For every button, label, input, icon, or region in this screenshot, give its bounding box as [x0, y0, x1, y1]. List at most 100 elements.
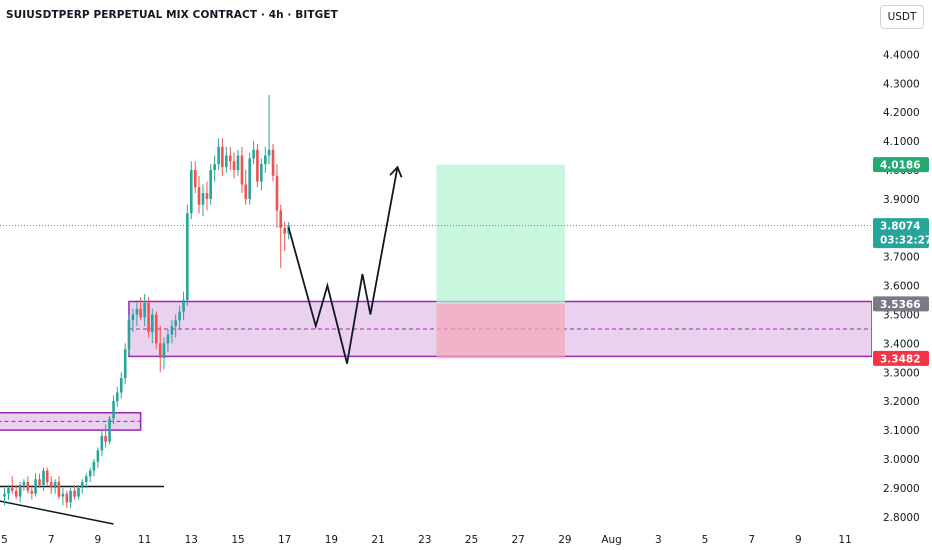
candle-body[interactable]	[178, 311, 181, 321]
candle-body[interactable]	[256, 149, 259, 182]
candle-body[interactable]	[49, 482, 53, 488]
candle-body[interactable]	[69, 490, 72, 503]
candle-body[interactable]	[236, 155, 240, 170]
candle-body[interactable]	[18, 485, 22, 497]
candle-body[interactable]	[186, 213, 189, 301]
candle-body[interactable]	[26, 482, 30, 491]
candle-body[interactable]	[61, 493, 65, 497]
candle-body[interactable]	[217, 146, 220, 165]
candle-body[interactable]	[3, 493, 6, 497]
time-tick-label: 9	[95, 534, 102, 546]
candle-body[interactable]	[190, 170, 193, 214]
candle-body[interactable]	[197, 187, 201, 205]
candle-body[interactable]	[112, 401, 115, 419]
candle-body[interactable]	[88, 470, 92, 477]
price-tick-label: 3.0000	[883, 454, 920, 466]
candle-body[interactable]	[182, 300, 185, 312]
candle-body[interactable]	[115, 392, 119, 402]
candle-body[interactable]	[127, 320, 131, 350]
candle-body[interactable]	[170, 326, 174, 335]
price-tick-label: 3.3000	[883, 367, 920, 379]
price-tick-label: 2.9000	[883, 483, 920, 495]
time-tick-label: 23	[418, 534, 431, 546]
candle-body[interactable]	[34, 479, 37, 494]
candle-body[interactable]	[80, 482, 84, 488]
time-tick-label: 15	[231, 534, 244, 546]
candle-body[interactable]	[92, 461, 96, 471]
candle-body[interactable]	[22, 482, 26, 486]
time-tick-label: 3	[655, 534, 662, 546]
projection-path[interactable]	[287, 166, 399, 364]
candle-body[interactable]	[143, 302, 146, 318]
take-profit-zone[interactable]	[436, 164, 565, 304]
candle-body[interactable]	[65, 493, 69, 503]
candle-body[interactable]	[53, 482, 57, 488]
candle-body[interactable]	[209, 170, 212, 199]
current-price-tag: 3.8074	[880, 221, 921, 233]
candle-body[interactable]	[193, 170, 197, 188]
candle-body[interactable]	[201, 193, 205, 205]
candle-body[interactable]	[221, 146, 224, 168]
candle-body[interactable]	[264, 155, 267, 165]
candle-body[interactable]	[147, 302, 150, 332]
candle-body[interactable]	[267, 149, 271, 156]
stop-loss-zone[interactable]	[436, 303, 565, 359]
plot-area[interactable]	[0, 94, 872, 525]
candle-body[interactable]	[123, 349, 127, 379]
price-tick-label: 3.7000	[883, 252, 920, 264]
candle-body[interactable]	[244, 184, 248, 199]
candle-body[interactable]	[225, 155, 228, 168]
candle-body[interactable]	[14, 490, 18, 497]
candle-body[interactable]	[139, 308, 142, 318]
candle-body[interactable]	[260, 164, 263, 182]
candle-body[interactable]	[154, 314, 158, 344]
candle-body[interactable]	[57, 482, 61, 497]
candle-body[interactable]	[232, 161, 236, 170]
candle-body[interactable]	[271, 149, 275, 176]
symbol-title: SUIUSDTPERP PERPETUAL MIX CONTRACT · 4h …	[6, 9, 338, 21]
candle-body[interactable]	[174, 320, 177, 327]
price-tick-label: 4.1000	[883, 136, 920, 148]
trendline-line[interactable]	[0, 488, 114, 525]
candle-body[interactable]	[166, 334, 170, 344]
candle-body[interactable]	[252, 149, 255, 159]
candle-body[interactable]	[213, 164, 216, 170]
candle-body[interactable]	[119, 378, 123, 393]
candle-body[interactable]	[38, 479, 41, 486]
candle-body[interactable]	[158, 343, 162, 358]
currency-button[interactable]: USDT	[880, 5, 924, 29]
candle-body[interactable]	[84, 476, 88, 483]
candle-body[interactable]	[10, 487, 14, 491]
candle-body[interactable]	[162, 343, 166, 358]
candle-body[interactable]	[42, 470, 45, 486]
candle-body[interactable]	[108, 418, 111, 442]
candle-body[interactable]	[151, 314, 154, 332]
candle-body[interactable]	[131, 314, 135, 321]
candle-body[interactable]	[205, 193, 209, 199]
entry-price-tag-bg	[873, 296, 929, 312]
candle-body[interactable]	[279, 210, 283, 228]
price-tick-label: 4.4000	[883, 49, 920, 61]
candle-body[interactable]	[240, 155, 244, 185]
candle-body[interactable]	[30, 490, 34, 494]
candle-body[interactable]	[7, 487, 10, 494]
time-tick-label: 11	[838, 534, 851, 546]
time-axis[interactable]: 5 7 9 11 13 15 17 19 21 23 25 27 29 Aug 3 5 7 9 11	[1, 534, 852, 546]
candle-body[interactable]	[77, 487, 80, 497]
time-tick-label: 21	[371, 534, 384, 546]
time-tick-label: 11	[138, 534, 151, 546]
candle-body[interactable]	[96, 450, 100, 462]
candle-body[interactable]	[275, 175, 279, 211]
take-profit-tag: 4.0186	[880, 160, 921, 172]
candle-body[interactable]	[45, 470, 49, 483]
candle-body[interactable]	[135, 308, 139, 315]
price-tick-label: 3.2000	[883, 396, 920, 408]
candle-body[interactable]	[104, 435, 107, 442]
price-axis[interactable]: 4.40004.30004.20004.10004.00003.90003.70…	[883, 49, 920, 523]
candle-body[interactable]	[73, 490, 76, 497]
candle-body[interactable]	[248, 158, 251, 199]
candle-body[interactable]	[283, 227, 286, 234]
candle-body[interactable]	[100, 435, 104, 451]
candle-body[interactable]	[228, 155, 232, 162]
